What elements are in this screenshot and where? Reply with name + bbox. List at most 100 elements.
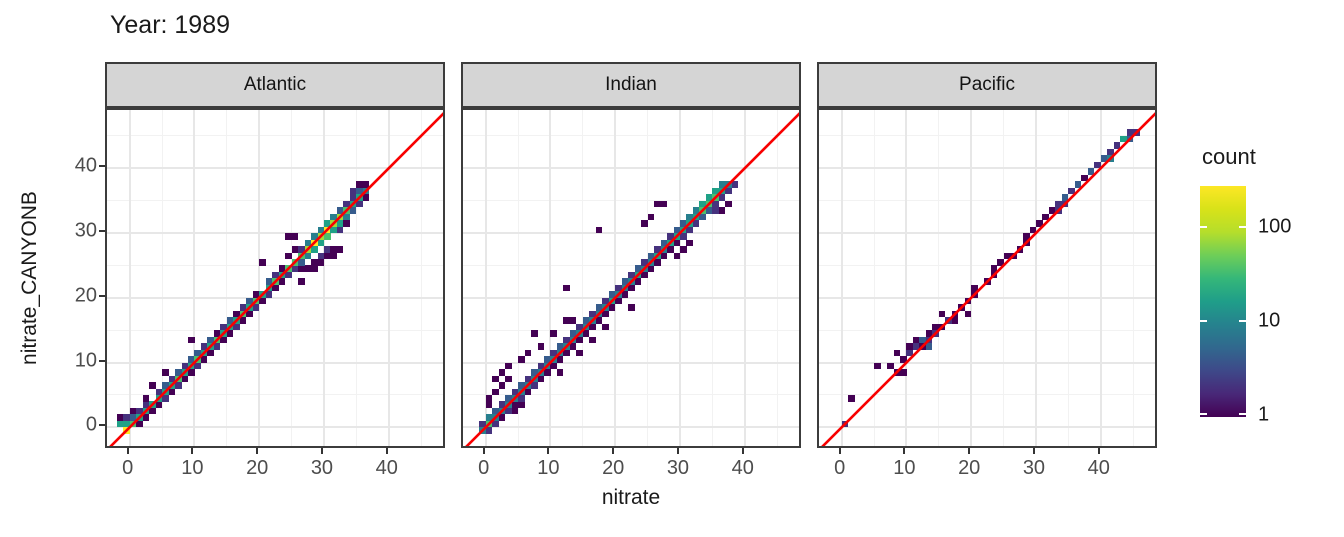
bin-cell xyxy=(1074,181,1082,188)
bin-cell xyxy=(485,427,493,434)
grid-line-major xyxy=(463,167,799,170)
grid-line-major xyxy=(107,296,443,299)
bin-cell xyxy=(1113,142,1121,149)
bin-cell xyxy=(718,207,726,214)
bin-cell xyxy=(259,259,266,266)
bin-cell xyxy=(647,265,655,272)
bin-cell xyxy=(123,427,130,434)
bin-cell xyxy=(220,336,227,344)
y-tick-mark xyxy=(99,359,105,362)
bin-cell xyxy=(537,375,545,383)
bin-cell xyxy=(233,323,240,331)
grid-line-minor xyxy=(420,110,422,446)
x-tick-mark xyxy=(482,448,485,454)
grid-line-major xyxy=(107,232,443,235)
x-tick-mark xyxy=(741,448,744,454)
bin-cell xyxy=(602,323,609,331)
bin-cell xyxy=(1126,135,1134,143)
x-tick-label: 30 xyxy=(1022,457,1046,479)
bin-cell xyxy=(531,382,538,389)
bin-cell xyxy=(1023,233,1030,240)
x-axis-title: nitrate xyxy=(601,486,661,509)
bin-cell xyxy=(900,369,907,376)
bin-cell xyxy=(524,349,532,357)
bin-cell xyxy=(362,194,370,201)
bin-cell xyxy=(964,310,972,318)
bin-cell xyxy=(518,401,525,408)
bin-cell xyxy=(660,252,668,260)
bin-cell xyxy=(330,252,337,260)
bin-cell xyxy=(524,388,532,396)
x-tick-mark xyxy=(676,448,679,454)
bin-cell xyxy=(964,297,972,305)
bin-cell xyxy=(1010,252,1017,260)
legend-tick-mark xyxy=(1239,413,1246,415)
bin-cell xyxy=(511,407,519,415)
grid-line-minor xyxy=(819,135,1155,137)
x-tick-label: 20 xyxy=(958,457,981,479)
grid-line-minor xyxy=(291,110,293,446)
bin-cell xyxy=(628,284,635,292)
x-tick-mark xyxy=(968,448,971,454)
grid-line-minor xyxy=(355,110,357,446)
bin-cell xyxy=(278,278,286,285)
grid-line-major xyxy=(107,167,443,170)
grid-line-major xyxy=(743,110,746,446)
x-tick-mark xyxy=(547,448,550,454)
bin-cell xyxy=(725,187,732,195)
bin-cell xyxy=(576,336,583,344)
bin-cell xyxy=(362,187,370,195)
grid-line-minor xyxy=(776,110,778,446)
grid-line-minor xyxy=(463,135,799,137)
x-tick-mark xyxy=(1097,448,1100,454)
bin-cell xyxy=(556,356,564,363)
bin-cell xyxy=(162,395,169,402)
x-tick-mark xyxy=(1032,448,1035,454)
x-tick-label: 40 xyxy=(1087,457,1110,479)
bin-cell xyxy=(311,265,318,272)
grid-line-minor xyxy=(819,394,1155,396)
grid-line-minor xyxy=(107,329,443,331)
plot-title: Year: 1989 xyxy=(110,11,231,39)
x-tick-label: 40 xyxy=(731,457,754,479)
grid-line-major xyxy=(549,110,552,446)
bin-cell xyxy=(1016,246,1024,253)
x-tick-label: 30 xyxy=(310,457,334,479)
grid-line-major xyxy=(463,426,799,429)
bin-cell xyxy=(1023,239,1030,247)
grid-line-major xyxy=(1034,110,1037,446)
bin-cell xyxy=(356,200,363,208)
bin-cell xyxy=(938,323,946,331)
bin-cell xyxy=(608,304,616,311)
y-tick-mark xyxy=(99,165,105,168)
bin-cell xyxy=(680,246,687,253)
bin-cell xyxy=(900,356,907,363)
bin-cell xyxy=(265,291,273,298)
grid-line-major xyxy=(322,110,325,446)
y-tick-label: 20 xyxy=(74,284,97,307)
bin-cell xyxy=(686,226,693,234)
bin-cell xyxy=(686,239,693,247)
strip-label: Indian xyxy=(605,74,657,95)
legend-tick-mark xyxy=(1239,320,1246,322)
bin-cell xyxy=(556,369,564,376)
bin-cell xyxy=(673,252,681,260)
grid-line-minor xyxy=(226,110,228,446)
bin-cell xyxy=(725,200,732,208)
bin-cell xyxy=(634,278,642,285)
bin-cell xyxy=(343,220,350,227)
bin-cell xyxy=(589,336,596,344)
bin-cell xyxy=(188,336,195,344)
bin-cell xyxy=(951,310,959,318)
bin-cell xyxy=(692,220,700,227)
grid-line-minor xyxy=(463,329,799,331)
bin-cell xyxy=(317,259,325,266)
bin-cell xyxy=(531,330,538,337)
bin-cell xyxy=(492,420,499,428)
x-tick-label: 30 xyxy=(666,457,690,479)
y-tick-label: 40 xyxy=(74,154,97,177)
grid-line-minor xyxy=(819,200,1155,202)
x-tick-mark xyxy=(320,448,323,454)
legend-tick-label: 100 xyxy=(1258,215,1292,238)
legend-tick-label: 1 xyxy=(1258,403,1270,426)
